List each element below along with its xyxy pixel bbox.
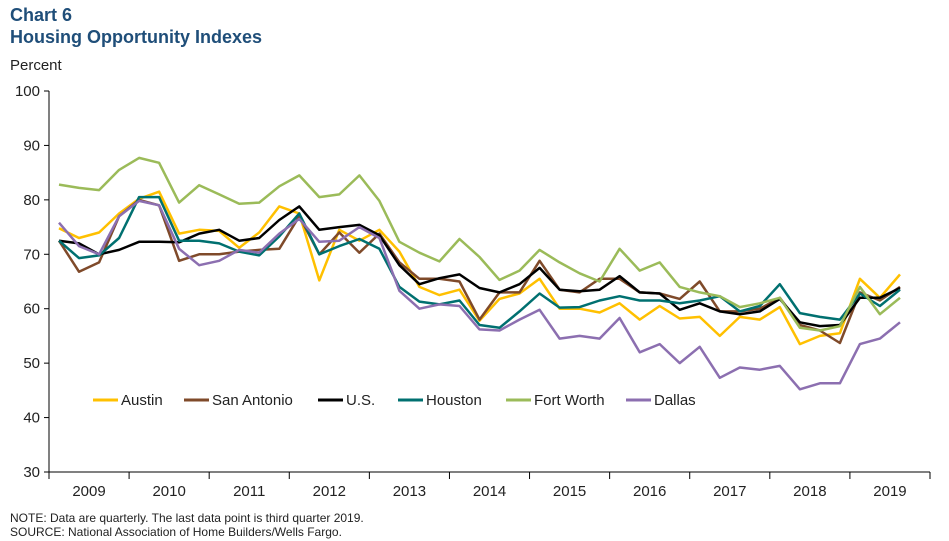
y-tick-label: 40: [23, 410, 40, 427]
legend-label-austin: Austin: [121, 392, 163, 409]
title-block: Chart 6 Housing Opportunity Indexes: [10, 4, 262, 48]
y-tick-label: 80: [23, 192, 40, 209]
x-tick-label: 2019: [873, 483, 906, 500]
chart-title: Housing Opportunity Indexes: [10, 27, 263, 47]
series-line-u-s-: [58, 205, 901, 328]
y-tick-label: 60: [23, 301, 40, 318]
x-tick-label: 2017: [713, 483, 746, 500]
series-line-fort-worth: [58, 156, 901, 332]
y-unit-label: Percent: [10, 57, 62, 74]
x-tick-label: 2011: [233, 483, 265, 500]
y-tick-label: 70: [23, 246, 40, 263]
series-line-san-antonio: [57, 198, 901, 345]
y-tick-label: 100: [15, 83, 40, 100]
y-tick-label: 30: [23, 464, 40, 481]
x-tick-label: 2013: [393, 483, 426, 500]
x-tick-label: 2014: [473, 483, 506, 500]
x-tick-label: 2018: [793, 483, 826, 500]
y-tick-label: 50: [23, 355, 40, 372]
legend-label-u-s-: U.S.: [346, 392, 375, 409]
x-tick-label: 2009: [72, 483, 105, 500]
x-tick-label: 2012: [313, 483, 346, 500]
chart-number: Chart 6: [10, 5, 73, 25]
series-line-dallas: [58, 199, 901, 391]
x-tick-label: 2010: [152, 483, 185, 500]
x-tick-label: 2015: [553, 483, 586, 500]
chart-note: NOTE: Data are quarterly. The last data …: [10, 511, 364, 525]
chart-source: SOURCE: National Association of Home Bui…: [10, 525, 342, 539]
series-line-houston: [58, 195, 901, 330]
legend-label-houston: Houston: [426, 392, 482, 409]
series-line-austin: [58, 190, 901, 346]
legend-label-san-antonio: San Antonio: [212, 392, 293, 409]
legend-label-dallas: Dallas: [654, 392, 696, 409]
y-tick-label: 90: [23, 137, 40, 154]
legend-label-fort-worth: Fort Worth: [534, 392, 605, 409]
x-tick-label: 2016: [633, 483, 666, 500]
